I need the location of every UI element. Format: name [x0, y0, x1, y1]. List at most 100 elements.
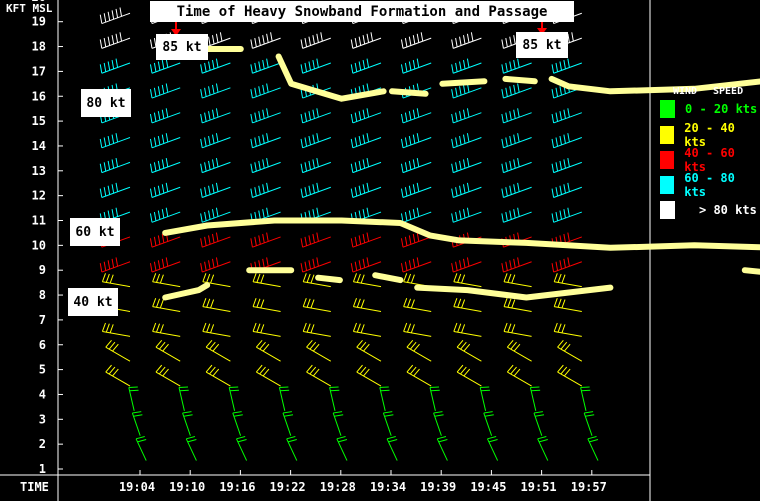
isotach-60kt-segment: [162, 217, 760, 251]
y-axis-ticks: 1234567891011121314151617181920212223242…: [32, 0, 63, 476]
wind-barb: [400, 133, 432, 149]
legend-swatch: [660, 100, 675, 118]
wind-barb: [453, 322, 482, 337]
wind-barb: [149, 157, 181, 174]
wind-barb: [149, 182, 181, 198]
wind-barb: [200, 182, 231, 198]
wind-barb: [155, 339, 181, 362]
wind-barb: [551, 108, 582, 124]
x-axis-title: TIME: [20, 480, 49, 494]
wind-barb: [350, 157, 382, 174]
wind-barb: [382, 411, 394, 436]
y-tick-label: 2: [39, 437, 46, 451]
wind-barb: [250, 83, 281, 99]
wind-barb: [300, 232, 331, 248]
wind-barb: [433, 411, 444, 436]
wind-barb: [400, 32, 432, 49]
wind-barb: [152, 297, 181, 312]
isotach-label-80kt: 80 kt: [81, 89, 131, 117]
wind-barb: [200, 257, 231, 273]
wind-barb: [205, 364, 231, 387]
wind-barb: [453, 273, 482, 288]
wind-barb: [252, 273, 281, 288]
callout-85kt-right: 85 kt: [516, 32, 568, 58]
y-tick-label: 14: [32, 139, 46, 153]
wind-barb: [406, 364, 432, 387]
x-tick-label: 19:16: [219, 480, 255, 494]
wind-barb: [128, 386, 139, 411]
wind-barb: [453, 297, 482, 312]
legend-title-wind: WIND: [673, 86, 698, 97]
y-tick-label: 1: [39, 462, 46, 476]
isotach-80kt-segment: [275, 53, 387, 102]
wind-barb: [501, 83, 532, 99]
arrow-head: [537, 28, 547, 35]
y-tick-label: 10: [32, 238, 46, 252]
wind-barb: [436, 436, 448, 461]
wind-barb: [185, 436, 197, 461]
wind-barb: [501, 257, 532, 273]
legend-item-0-20: 0 - 20 kts: [660, 99, 757, 119]
y-tick-label: 12: [32, 189, 46, 203]
y-tick-label: 18: [32, 40, 46, 54]
x-tick-label: 19:22: [270, 480, 306, 494]
wind-barb: [300, 32, 331, 49]
wind-barb: [350, 257, 382, 273]
wind-barb: [503, 297, 532, 312]
wind-barb: [356, 364, 382, 387]
wind-barb: [501, 108, 532, 124]
legend-label: > 80 kts: [699, 203, 757, 217]
wind-barb: [300, 182, 331, 198]
wind-barb: [551, 157, 582, 174]
wind-barb: [250, 133, 281, 149]
wind-barb: [155, 364, 181, 387]
wind-barb: [152, 322, 181, 337]
wind-barb: [503, 273, 532, 288]
wind-barb: [255, 339, 281, 362]
y-tick-label: 19: [32, 15, 46, 29]
wind-barb: [306, 364, 332, 387]
wind-barb: [105, 364, 131, 387]
wind-barb: [350, 58, 382, 74]
y-tick-label: 4: [39, 387, 46, 401]
wind-barb: [329, 386, 340, 411]
wind-barb: [252, 322, 281, 337]
wind-barb: [400, 207, 432, 223]
wind-barb: [529, 386, 541, 411]
wind-barb: [200, 157, 231, 174]
wind-barb: [356, 339, 382, 362]
wind-barb: [403, 322, 432, 337]
x-axis-ticks: 19:04 19:10 19:16 19:22 19:28 19:34 19:39 19:45…: [119, 470, 607, 494]
wind-barb: [487, 436, 499, 461]
wind-barb: [149, 133, 181, 149]
wind-barb: [182, 411, 193, 436]
y-tick-label: 3: [39, 412, 46, 426]
y-tick-label: 20: [32, 0, 46, 4]
x-tick-label: 19:39: [420, 480, 456, 494]
wind-barb: [300, 58, 331, 74]
wind-barb: [101, 273, 131, 288]
wind-barb: [501, 58, 532, 74]
wind-barb: [403, 297, 432, 312]
isotach-40kt-segment: [315, 274, 343, 284]
wind-barb: [250, 232, 281, 248]
isotach-80kt-segment: [548, 75, 760, 95]
isotach-label-40kt: 40 kt: [68, 288, 118, 316]
wind-barb: [451, 58, 482, 74]
wind-barb: [152, 273, 181, 288]
wind-barb: [379, 386, 390, 411]
legend-title-speed: SPEED: [713, 86, 744, 97]
wind-barb: [352, 322, 382, 337]
wind-barb: [178, 386, 189, 411]
wind-barb: [537, 436, 549, 461]
wind-barb: [200, 108, 231, 124]
wind-barb: [286, 436, 298, 461]
wind-barb: [149, 83, 181, 99]
wind-barb: [400, 157, 432, 174]
wind-barb: [300, 257, 331, 273]
x-tick-label: 19:57: [571, 480, 607, 494]
x-tick-label: 19:45: [470, 480, 506, 494]
wind-barb: [451, 257, 482, 273]
wind-barb: [451, 157, 482, 174]
